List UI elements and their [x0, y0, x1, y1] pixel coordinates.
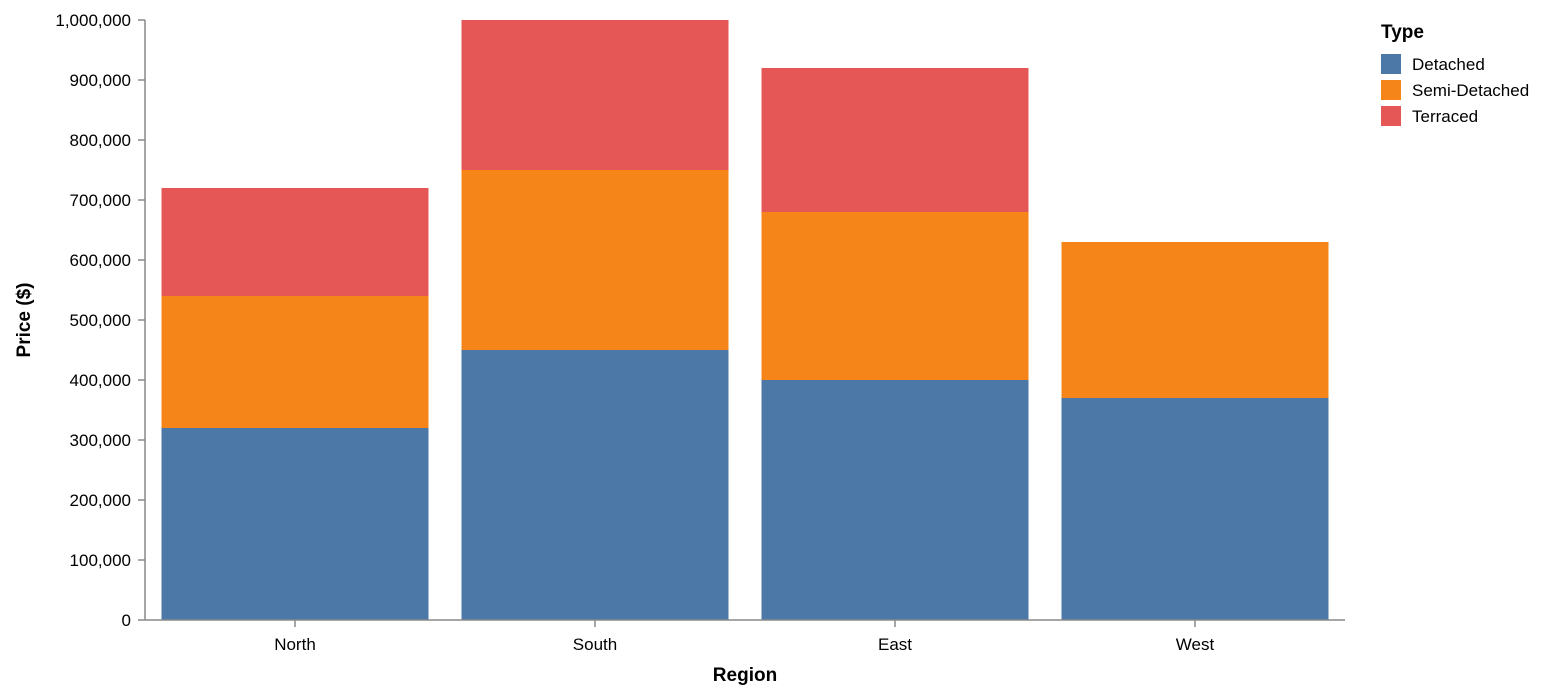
bar-south-detached: [461, 350, 729, 620]
x-axis: North South East West: [145, 619, 1345, 654]
y-tick-label: 100,000: [70, 551, 131, 570]
y-tick-label: 400,000: [70, 371, 131, 390]
x-tick-label: North: [274, 635, 316, 654]
bar-west-detached: [1061, 398, 1329, 620]
y-axis: 0 100,000 200,000 300,000 400,000 500,000 600,…: [55, 11, 146, 630]
x-axis-title: Region: [713, 665, 777, 686]
x-tick-label: South: [573, 635, 617, 654]
x-tick-label: East: [878, 635, 912, 654]
y-tick-label: 200,000: [70, 491, 131, 510]
bar-east-terraced: [761, 68, 1029, 212]
bar-north-detached: [161, 428, 429, 620]
bar-south-semi-detached: [461, 170, 729, 350]
bar-east-semi-detached: [761, 212, 1029, 380]
y-axis-title: Price ($): [14, 283, 35, 358]
legend-title: Type: [1381, 22, 1424, 43]
y-tick-label: 800,000: [70, 131, 131, 150]
bar-west-semi-detached: [1061, 242, 1329, 398]
x-tick-label: West: [1176, 635, 1215, 654]
y-tick-label: 700,000: [70, 191, 131, 210]
bars-group: [161, 20, 1329, 620]
y-tick-label: 300,000: [70, 431, 131, 450]
y-tick-label: 900,000: [70, 71, 131, 90]
bar-east-detached: [761, 380, 1029, 620]
legend-label: Detached: [1412, 55, 1485, 74]
legend-swatch: [1381, 106, 1401, 126]
legend: Type Detached Semi-Detached Terraced: [1381, 22, 1529, 126]
legend-swatch: [1381, 80, 1401, 100]
legend-label: Terraced: [1412, 107, 1478, 126]
bar-north-semi-detached: [161, 296, 429, 428]
bar-south-terraced: [461, 20, 729, 170]
legend-label: Semi-Detached: [1412, 81, 1529, 100]
y-tick-label: 0: [122, 611, 131, 630]
y-tick-label: 1,000,000: [55, 11, 131, 30]
y-tick-label: 500,000: [70, 311, 131, 330]
legend-swatch: [1381, 54, 1401, 74]
bar-north-terraced: [161, 188, 429, 296]
y-tick-label: 600,000: [70, 251, 131, 270]
